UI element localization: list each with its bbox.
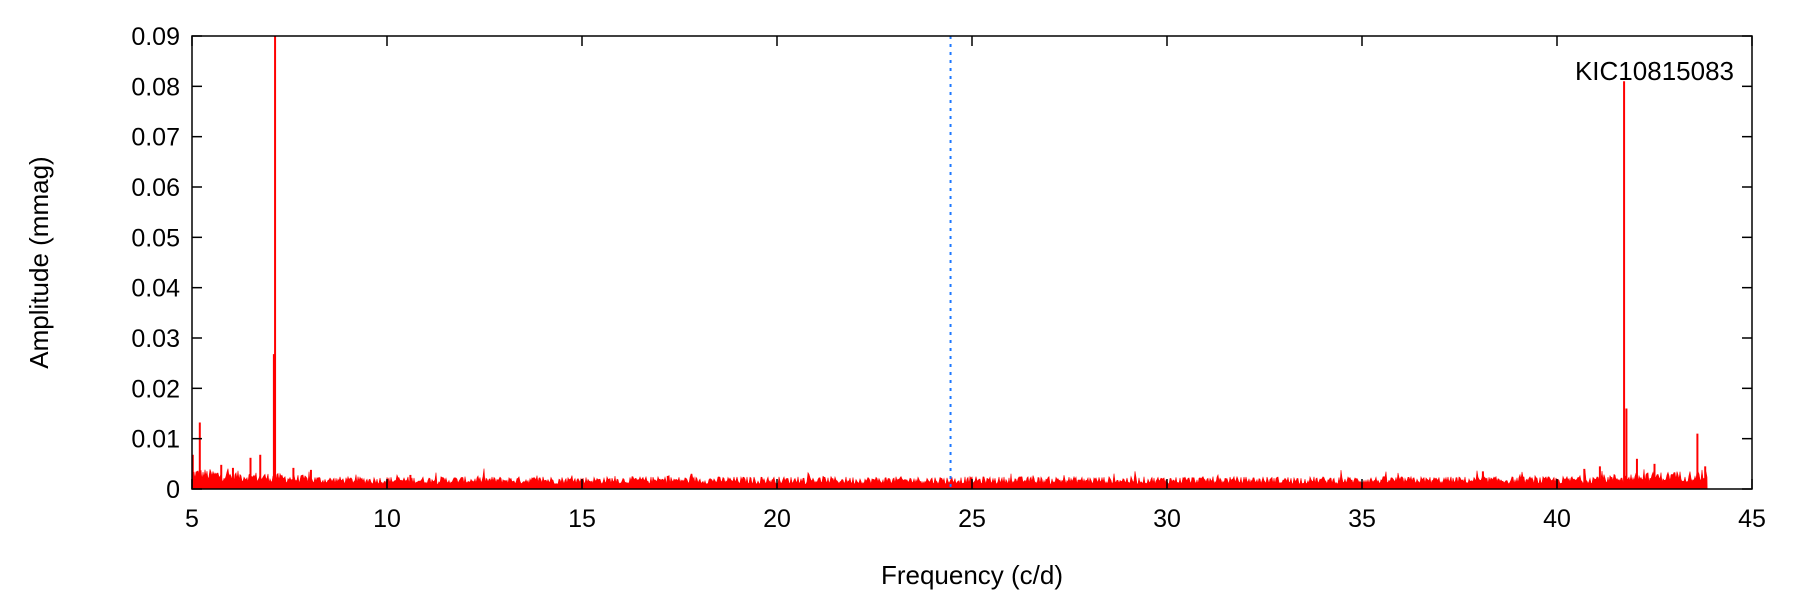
star-id-annotation: KIC10815083	[1575, 56, 1734, 86]
x-tick-label: 45	[1738, 505, 1766, 533]
x-tick-label: 15	[568, 505, 596, 533]
y-tick-label: 0.07	[131, 124, 180, 152]
y-axis-title: Amplitude (mmag)	[24, 156, 54, 368]
y-axis: 0 0.01 0.02 0.03 0.04 0.05 0.06 0.07 0.08 0.09	[131, 23, 1752, 504]
x-axis-title: Frequency (c/d)	[881, 560, 1063, 590]
x-tick-label: 40	[1543, 505, 1571, 533]
y-tick-label: 0	[166, 476, 180, 504]
x-tick-label: 20	[763, 505, 791, 533]
amplitude-spectrum	[191, 36, 1708, 490]
x-tick-label: 30	[1153, 505, 1181, 533]
x-tick-label: 10	[373, 505, 401, 533]
x-tick-label: 5	[185, 505, 199, 533]
y-tick-label: 0.06	[131, 174, 180, 202]
noise-floor-area	[191, 468, 1708, 490]
y-tick-label: 0.04	[131, 275, 180, 303]
y-tick-label: 0.01	[131, 426, 180, 454]
x-tick-label: 25	[958, 505, 986, 533]
y-tick-label: 0.08	[131, 73, 180, 101]
y-tick-label: 0.03	[131, 325, 180, 353]
x-tick-label: 35	[1348, 505, 1376, 533]
y-tick-label: 0.02	[131, 375, 180, 403]
x-axis: 5 10 15 20 25 30 35 40 45	[185, 36, 1766, 533]
y-tick-label: 0.05	[131, 224, 180, 252]
y-tick-label: 0.09	[131, 23, 180, 51]
